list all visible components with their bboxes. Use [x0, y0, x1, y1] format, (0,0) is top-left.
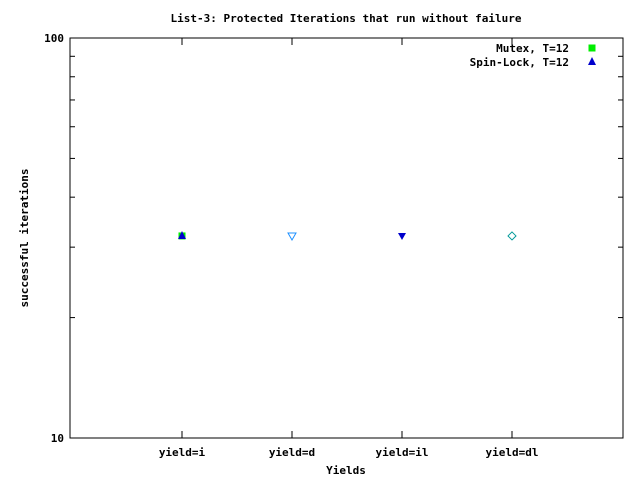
legend-label-mutex: Mutex, T=12	[496, 42, 569, 55]
legend: Mutex, T=12 Spin-Lock, T=12	[470, 42, 596, 69]
data-point-series-1	[178, 230, 186, 239]
plot-frame	[69, 37, 624, 439]
data-point-extra-0	[287, 232, 297, 241]
x-tick-label-yield-dl: yield=dl	[486, 446, 539, 459]
x-tick-label-yield-d: yield=d	[269, 446, 315, 459]
x-tick-label-yield-il: yield=il	[376, 446, 429, 459]
y-tick-label-100: 100	[44, 32, 64, 45]
legend-marker-mutex	[588, 44, 596, 52]
y-tick-label-10: 10	[51, 432, 64, 445]
data-point-extra-1	[398, 232, 406, 240]
chart-title: List-3: Protected Iterations that run wi…	[171, 12, 522, 25]
legend-marker-spin-lock	[588, 57, 596, 65]
x-axis-ticks	[181, 38, 513, 438]
legend-label-spin-lock: Spin-Lock, T=12	[470, 56, 569, 69]
data-point-extra-2	[507, 231, 517, 241]
x-axis-label: Yields	[326, 464, 366, 477]
data-points	[178, 230, 517, 241]
y-axis-ticks	[70, 37, 623, 439]
x-tick-label-yield-i: yield=i	[159, 446, 206, 459]
y-axis-label: successful iterations	[18, 168, 31, 307]
